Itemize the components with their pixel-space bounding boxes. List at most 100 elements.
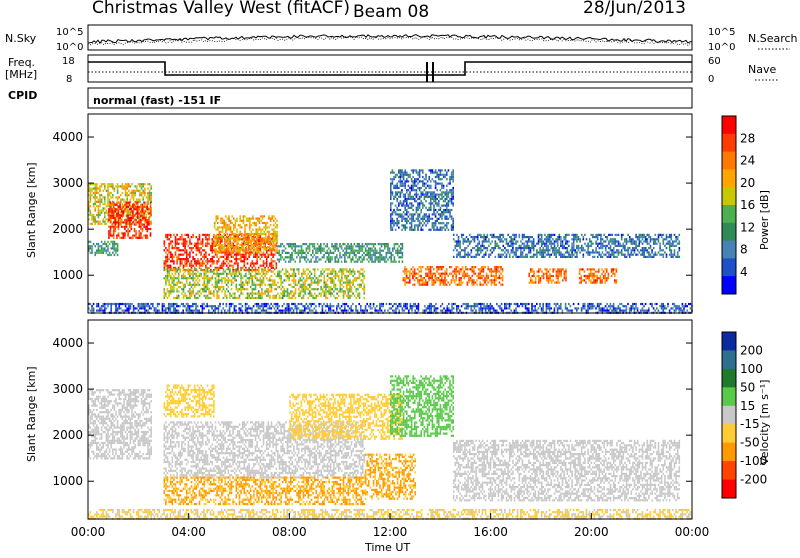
echo-cell [184,277,186,279]
echo-cell [398,252,400,254]
echo-cell [412,189,414,191]
echo-cell [215,254,217,256]
echo-cell [110,230,112,232]
echo-cell [463,249,465,251]
echo-cell [288,245,290,247]
echo-cell [255,262,257,264]
echo-cell [443,266,445,268]
echo-cell [475,245,477,247]
echo-cell [390,185,392,187]
echo-cell [386,256,388,258]
echo-cell [269,279,271,281]
echo-cell [288,297,290,299]
echo-cell [477,254,479,256]
noise-panel-frame [88,25,692,50]
echo-cell [139,224,141,226]
echo-cell [150,221,152,223]
echo-cell [341,271,343,273]
echo-cell [317,282,319,284]
echo-cell [309,243,311,245]
echo-cell [230,231,232,233]
echo-cell [344,275,346,277]
echo-cell [304,273,306,275]
echo-cell [240,260,242,262]
echo-cell [346,279,348,281]
echo-cell [125,192,127,194]
echo-cell [215,286,217,288]
echo-cell [424,194,426,196]
echo-cell [237,258,239,260]
echo-cell [108,232,110,234]
echo-cell [225,231,227,233]
echo-cell [173,247,175,249]
echo-cell [411,169,413,171]
echo-cell [479,275,481,277]
echo-cell [409,270,411,272]
echo-cell [246,224,248,226]
echo-cell [519,236,521,238]
echo-cell [181,282,183,284]
echo-cell [451,279,453,281]
echo-cell [446,194,448,196]
echo-cell [642,254,644,256]
echo-cell [115,204,117,206]
echo-cell [112,185,114,187]
echo-cell [611,249,613,251]
echo-cell [147,201,149,203]
echo-cell [409,207,411,209]
echo-cell [123,206,125,208]
echo-cell [441,205,443,207]
echo-cell [427,268,429,270]
echo-cell [128,183,130,185]
echo-cell [444,229,446,231]
echo-cell [448,209,450,211]
echo-cell [254,224,256,226]
echo-cell [427,194,429,196]
echo-cell [194,295,196,297]
echo-cell [403,183,405,185]
echo-cell [331,258,333,260]
echo-cell [417,209,419,211]
echo-cell [186,265,188,267]
echo-cell [91,250,93,252]
echo-cell [260,282,262,284]
echo-cell [449,176,451,178]
echo-cell [578,249,580,251]
echo-cell [204,286,206,288]
echo-cell [271,235,273,237]
echo-cell [202,240,204,242]
echo-cell [217,218,219,220]
echo-cell [452,198,454,200]
echo-cell [108,217,110,219]
echo-cell [359,297,361,299]
echo-cell [278,250,280,252]
echo-cell [246,246,248,248]
echo-cell [165,277,167,279]
echo-cell [133,199,135,201]
echo-cell [104,214,106,216]
echo-cell [464,251,466,253]
echo-cell [96,214,98,216]
echo-cell [327,275,329,277]
echo-cell [464,240,466,242]
echo-cell [300,295,302,297]
echo-cell [280,258,282,260]
echo-cell [104,221,106,223]
echo-cell [420,275,422,277]
echo-cell [409,191,411,193]
echo-cell [131,210,133,212]
echo-cell [478,277,480,279]
echo-cell [303,290,305,292]
echo-cell [573,240,575,242]
echo-cell [250,273,252,275]
echo-cell [173,288,175,290]
echo-cell [344,258,346,260]
echo-cell [134,208,136,210]
echo-cell [326,250,328,252]
echo-cell [393,211,395,213]
echo-cell [165,268,167,270]
echo-cell [220,244,222,246]
echo-cell [634,243,636,245]
echo-cell [438,218,440,220]
echo-cell [422,220,424,222]
